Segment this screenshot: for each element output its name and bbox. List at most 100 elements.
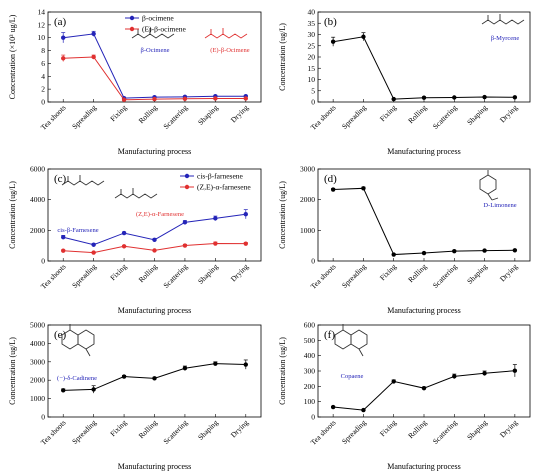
y-tick-label: 4 (41, 72, 45, 81)
y-tick-label: 3000 (30, 357, 45, 366)
legend-marker (129, 15, 135, 21)
molecule-label: cis-β-Farnesene (57, 227, 98, 234)
data-point (61, 388, 66, 393)
y-tick-label: 15 (308, 64, 316, 73)
data-point (91, 31, 96, 37)
molecule-structure-cis-farnesene (61, 175, 105, 186)
y-tick-label: 1000 (30, 394, 45, 403)
data-point (213, 361, 218, 366)
molecule-structure-ocimene (131, 28, 175, 39)
data-point (452, 374, 457, 379)
data-point (182, 220, 188, 225)
data-point (213, 241, 218, 246)
data-point (361, 186, 366, 191)
data-point (452, 95, 457, 100)
legend-label: (Z,E)-α-farnesene (197, 183, 251, 192)
data-point (91, 250, 96, 255)
y-tick-label: 4000 (30, 195, 45, 204)
data-point (152, 376, 157, 381)
y-tick-label: 14 (38, 8, 46, 17)
y-axis-title: Concentration (ug/L) (8, 181, 17, 249)
y-tick-label: 5 (311, 86, 315, 95)
y-tick-label: 100 (304, 397, 316, 406)
y-tick-label: 10 (308, 75, 316, 84)
molecule-structure-z-e-farnesene (114, 188, 158, 199)
y-tick-label: 25 (308, 41, 316, 50)
panel-label: (f) (324, 329, 335, 341)
molecule-structure-e-ocimene (204, 28, 248, 39)
series-line-1 (330, 186, 518, 257)
series-cis-farnesene (61, 209, 248, 247)
legend-marker (184, 184, 190, 190)
legend-marker (129, 26, 135, 32)
molecule-structure-myrcene (481, 14, 525, 25)
legend-label: (E)-β-ocimene (142, 25, 186, 34)
data-point (421, 95, 427, 100)
y-tick-label: 0 (311, 98, 315, 107)
data-point (91, 54, 96, 60)
y-tick-label: 5000 (30, 321, 45, 330)
series-z-e-farnesene (61, 241, 248, 255)
data-point (391, 252, 396, 257)
panel-label: (b) (324, 16, 337, 28)
data-point (330, 39, 336, 44)
y-tick-label: 40 (308, 8, 316, 17)
data-point (213, 96, 218, 101)
y-tick-label: 400 (304, 351, 316, 360)
y-tick-label: 600 (304, 321, 316, 330)
data-point (121, 230, 127, 236)
y-axis-title: Concentration (ug/L) (278, 23, 287, 91)
data-point (330, 187, 336, 192)
legend-label: β-ocimene (142, 14, 174, 23)
chart-legend: β-ocimene (E)-β-ocimene (125, 14, 186, 34)
data-point (421, 385, 427, 391)
molecule-label: (Z,E)-α-Farnesene (136, 211, 184, 218)
y-axis-title: Concentration (ug/L) (8, 337, 17, 405)
data-point (152, 96, 157, 102)
series-line-1 (330, 32, 518, 102)
y-tick-label: 0 (311, 413, 315, 422)
legend-marker (184, 173, 190, 179)
data-point (243, 212, 248, 217)
chart-legend: cis-β-farnesene (Z,E)-α-farnesene (180, 172, 251, 192)
molecule-label: D-Limonene (483, 202, 516, 209)
y-tick-label: 3000 (300, 165, 315, 174)
series-line-1 (330, 364, 518, 413)
data-point (121, 374, 127, 379)
data-point (391, 96, 396, 102)
y-tick-label: 0 (41, 413, 45, 422)
data-point (121, 244, 127, 249)
y-tick-label: 35 (308, 19, 316, 28)
data-point (152, 237, 157, 243)
data-point (330, 404, 336, 410)
molecule-label: β-Ocimene (141, 47, 170, 54)
data-point (482, 94, 487, 100)
y-tick-label: 8 (41, 46, 45, 55)
data-point (61, 235, 66, 240)
molecule-label: β-Myrcene (491, 35, 520, 42)
data-point (452, 248, 457, 254)
y-tick-label: 12 (38, 20, 46, 29)
data-point (182, 366, 188, 371)
data-point (61, 56, 66, 61)
data-point (512, 368, 518, 373)
x-axis-title: Manufacturing process (118, 306, 192, 315)
molecule-label: Copaene (341, 373, 364, 380)
x-axis-title: Manufacturing process (118, 147, 192, 156)
panel-label: (a) (54, 16, 67, 28)
y-axis-title: Concentration (ug/L) (278, 337, 287, 405)
x-axis-title: Manufacturing process (387, 147, 461, 156)
y-tick-label: 200 (304, 382, 316, 391)
y-tick-label: 300 (304, 367, 316, 376)
data-point (152, 248, 157, 253)
y-tick-label: 0 (311, 257, 315, 266)
data-point (213, 216, 218, 221)
data-point (61, 35, 66, 40)
y-tick-label: 500 (304, 336, 316, 345)
data-point (482, 371, 487, 376)
y-tick-label: 2000 (30, 376, 45, 385)
y-tick-label: 2000 (300, 195, 315, 204)
legend-label: cis-β-farnesene (197, 172, 244, 181)
y-tick-label: 0 (41, 98, 45, 107)
